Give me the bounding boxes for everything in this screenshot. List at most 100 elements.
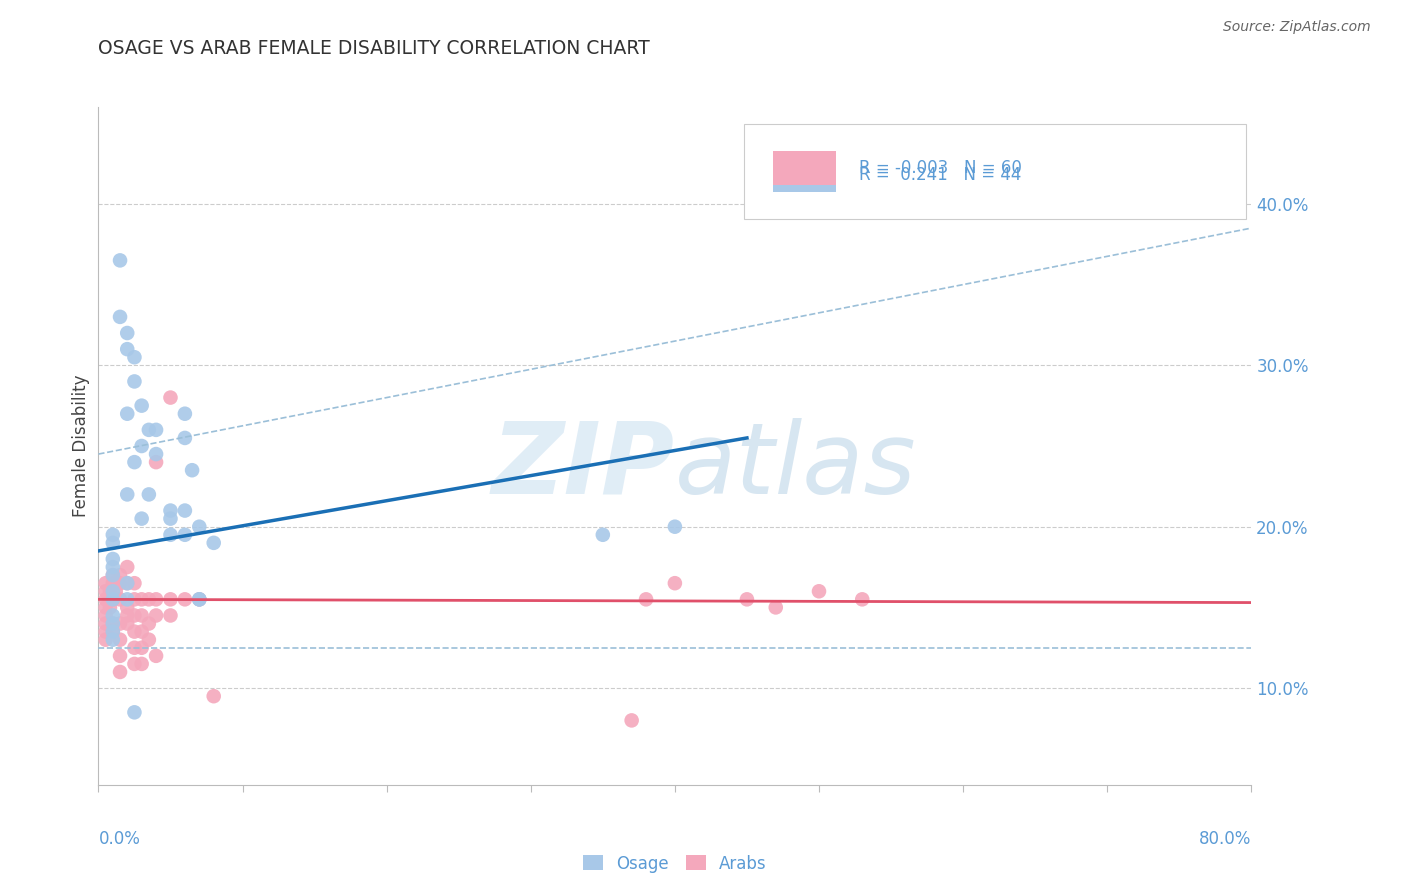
Point <box>101 528 124 542</box>
Point <box>117 576 139 591</box>
Point <box>101 576 124 591</box>
Point <box>117 560 139 574</box>
Point <box>101 616 124 631</box>
Point <box>94 584 117 599</box>
Y-axis label: Female Disability: Female Disability <box>72 375 90 517</box>
Point <box>101 608 124 623</box>
Point <box>101 592 124 607</box>
Point <box>117 326 139 340</box>
Point <box>138 423 160 437</box>
Point <box>636 592 658 607</box>
Point <box>108 576 131 591</box>
Point <box>131 624 153 639</box>
Text: atlas: atlas <box>675 417 917 515</box>
Text: R =  0.241   N = 44: R = 0.241 N = 44 <box>859 166 1022 184</box>
Point <box>174 503 197 517</box>
Point <box>101 592 124 607</box>
Point <box>101 568 124 582</box>
Point <box>124 592 146 607</box>
FancyBboxPatch shape <box>773 151 837 185</box>
Point <box>117 600 139 615</box>
Point <box>117 407 139 421</box>
Point <box>117 576 139 591</box>
Point <box>101 584 124 599</box>
Point <box>188 592 211 607</box>
Point <box>188 592 211 607</box>
Point <box>202 689 225 703</box>
Point <box>101 632 124 647</box>
Point <box>94 632 117 647</box>
Text: 0.0%: 0.0% <box>98 830 141 847</box>
Point <box>188 519 211 533</box>
Point <box>159 608 181 623</box>
Point <box>138 616 160 631</box>
Point <box>117 616 139 631</box>
Point <box>117 487 139 501</box>
Point <box>145 423 167 437</box>
Point <box>108 253 131 268</box>
Point <box>851 592 873 607</box>
Point <box>108 568 131 582</box>
Point <box>145 608 167 623</box>
Point <box>101 624 124 639</box>
Point <box>620 714 643 728</box>
Point <box>108 632 131 647</box>
Point <box>664 519 686 533</box>
Point <box>117 608 139 623</box>
Point <box>592 528 614 542</box>
Point <box>124 608 146 623</box>
Point <box>124 706 146 720</box>
Point <box>159 511 181 525</box>
Point <box>124 624 146 639</box>
Point <box>108 648 131 663</box>
Point <box>101 536 124 550</box>
Point <box>124 640 146 655</box>
Point <box>94 616 117 631</box>
Point <box>101 616 124 631</box>
Point <box>138 632 160 647</box>
Point <box>131 592 153 607</box>
Point <box>108 592 131 607</box>
Point <box>145 648 167 663</box>
Point <box>124 455 146 469</box>
Text: Source: ZipAtlas.com: Source: ZipAtlas.com <box>1223 20 1371 34</box>
Point <box>108 665 131 679</box>
Point <box>765 600 787 615</box>
Point <box>131 399 153 413</box>
Point <box>124 657 146 671</box>
Point <box>174 528 197 542</box>
Point <box>94 600 117 615</box>
Point <box>131 608 153 623</box>
Point <box>159 391 181 405</box>
Point <box>145 447 167 461</box>
Point <box>94 576 117 591</box>
Point <box>174 407 197 421</box>
Point <box>117 592 139 607</box>
Point <box>124 375 146 389</box>
Point <box>94 592 117 607</box>
Point <box>735 592 758 607</box>
FancyBboxPatch shape <box>773 158 837 192</box>
Point <box>117 342 139 356</box>
Point <box>807 584 830 599</box>
Point <box>108 616 131 631</box>
Point <box>181 463 204 477</box>
Point <box>188 592 211 607</box>
Point <box>124 576 146 591</box>
Point <box>174 431 197 445</box>
Text: OSAGE VS ARAB FEMALE DISABILITY CORRELATION CHART: OSAGE VS ARAB FEMALE DISABILITY CORRELAT… <box>98 39 650 58</box>
Point <box>131 511 153 525</box>
Point <box>131 640 153 655</box>
Point <box>202 536 225 550</box>
Text: 80.0%: 80.0% <box>1199 830 1251 847</box>
Text: ZIP: ZIP <box>492 417 675 515</box>
Point <box>104 584 127 599</box>
Point <box>98 592 121 607</box>
Point <box>145 455 167 469</box>
Legend: Osage, Arabs: Osage, Arabs <box>576 848 773 880</box>
Point <box>101 624 124 639</box>
Point <box>94 624 117 639</box>
Text: R = -0.003   N = 60: R = -0.003 N = 60 <box>859 159 1022 177</box>
Point <box>101 560 124 574</box>
Point <box>108 310 131 324</box>
